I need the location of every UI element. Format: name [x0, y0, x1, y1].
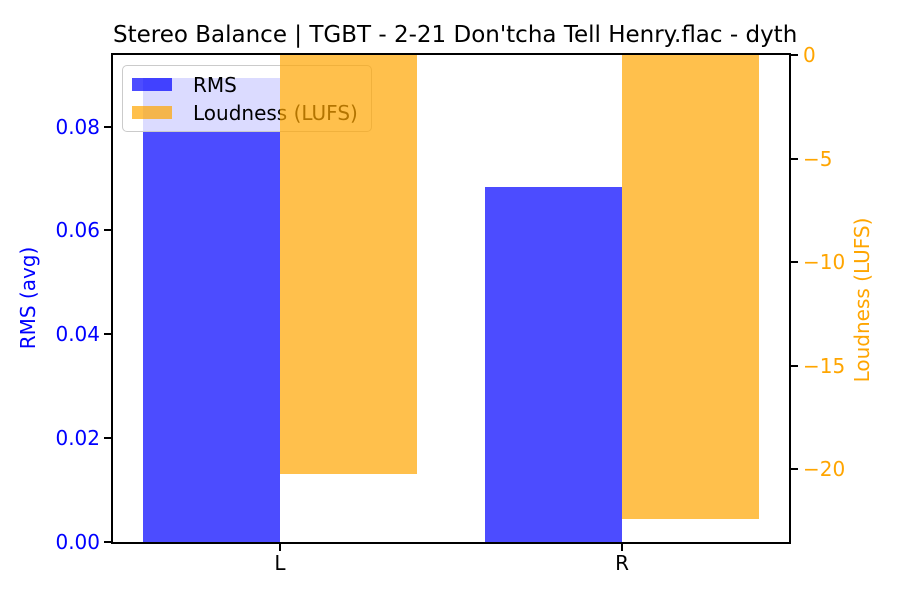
- left-tick-label: 0.08: [55, 114, 100, 139]
- x-tick-label: R: [615, 551, 629, 575]
- right-tick: [791, 261, 798, 264]
- bar-loudness-lufs-r: [622, 55, 760, 520]
- right-tick-label: −10: [803, 250, 846, 275]
- legend-item-rms: RMS: [132, 72, 362, 97]
- bar-loudness-lufs-l: [279, 55, 417, 474]
- x-tick: [621, 544, 624, 551]
- right-axis-label: Loudness (LUFS): [850, 217, 874, 383]
- x-tick: [278, 544, 281, 551]
- right-tick: [791, 364, 798, 367]
- left-tick-label: 0.02: [55, 426, 100, 451]
- right-tick: [791, 54, 798, 56]
- left-axis-label: RMS (avg): [16, 246, 40, 350]
- left-tick-label: 0.00: [55, 530, 100, 554]
- right-tick: [791, 157, 798, 160]
- left-tick-label: 0.04: [55, 322, 100, 347]
- legend-swatch-loudness: [132, 106, 172, 119]
- left-tick: [104, 541, 111, 543]
- left-tick: [104, 437, 111, 440]
- left-tick-label: 0.06: [55, 218, 100, 243]
- legend-label-rms: RMS: [193, 72, 237, 97]
- right-tick-label: 0: [803, 43, 816, 67]
- right-tick: [791, 468, 798, 471]
- chart-title: Stereo Balance | TGBT - 2-21 Don'tcha Te…: [113, 22, 798, 48]
- right-tick-label: −5: [803, 146, 833, 171]
- left-tick: [104, 229, 111, 232]
- x-tick-label: L: [274, 551, 286, 575]
- left-tick: [104, 333, 111, 336]
- bar-rms-l: [142, 78, 280, 542]
- bar-rms-r: [485, 186, 623, 542]
- left-tick: [104, 125, 111, 128]
- right-tick-label: −15: [803, 353, 846, 378]
- legend-swatch-rms: [132, 78, 172, 91]
- right-tick-label: −20: [803, 457, 846, 482]
